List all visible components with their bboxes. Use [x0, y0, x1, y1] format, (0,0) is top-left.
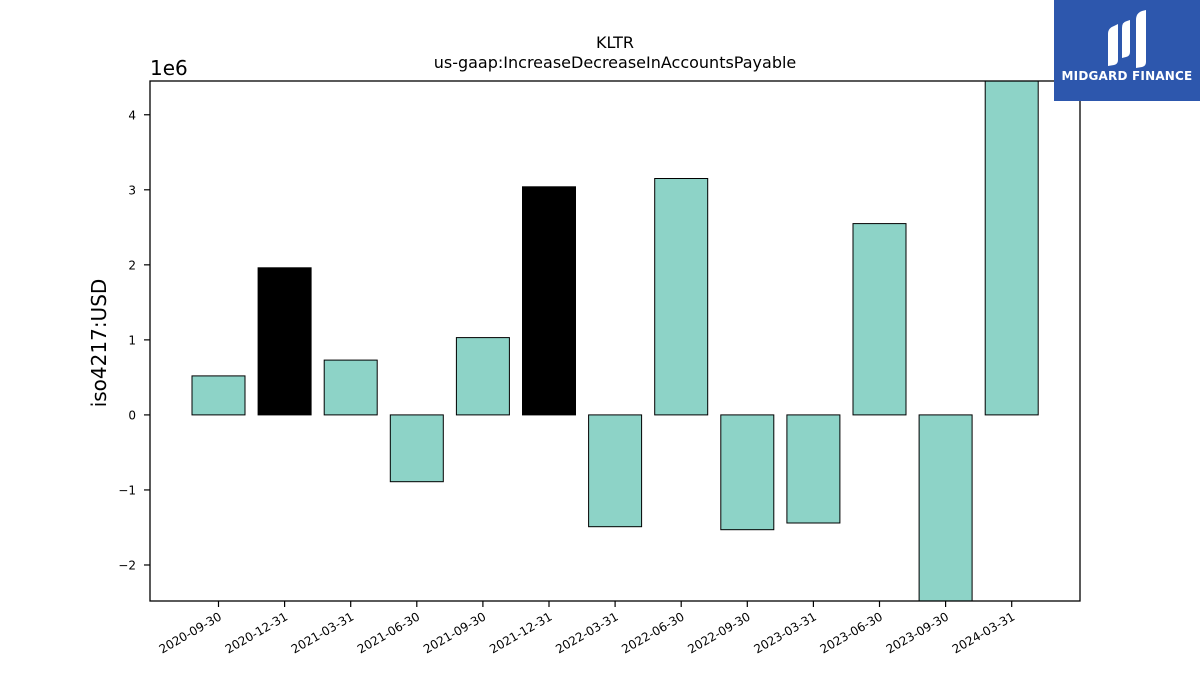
bar-2023-03-31	[786, 414, 841, 524]
bar-2021-09-30	[455, 337, 510, 416]
y-offset-label: 1e6	[150, 56, 188, 80]
y-tick-label: 2	[128, 258, 136, 272]
y-tick-label: −2	[118, 558, 136, 572]
x-tick-label: 2022-06-30	[619, 609, 686, 656]
x-tick-label: 2021-12-31	[487, 609, 554, 656]
bar-2020-09-30	[191, 375, 246, 416]
x-tick-label: 2020-12-31	[223, 609, 290, 656]
x-tick-label: 2021-06-30	[355, 609, 422, 656]
chart-subtitle: us-gaap:IncreaseDecreaseInAccountsPayabl…	[434, 53, 797, 72]
y-tick-label: −1	[118, 483, 136, 497]
x-tick-label: 2023-09-30	[884, 609, 951, 656]
x-tick-label: 2022-09-30	[685, 609, 752, 656]
y-tick-label: 3	[128, 183, 136, 197]
bar-2023-06-30	[852, 223, 907, 416]
bar-2020-12-31	[257, 267, 312, 416]
y-tick-label: 4	[128, 108, 136, 122]
bar-2022-03-31	[588, 414, 643, 528]
bar-2022-09-30	[720, 414, 775, 531]
plot-area-frame	[149, 80, 1081, 602]
bar-2021-12-31	[522, 186, 576, 416]
y-tick-label: 0	[128, 408, 136, 422]
y-axis-label: iso4217:USD	[87, 279, 111, 408]
y-tick-label: 1	[128, 333, 136, 347]
x-axis-ticks: 2020-09-302020-12-312021-03-312021-06-30…	[157, 601, 1017, 656]
x-tick-label: 2023-03-31	[751, 609, 818, 656]
bar-2021-03-31	[323, 359, 378, 416]
x-tick-label: 2021-03-31	[289, 609, 356, 656]
y-axis-ticks: −2 −1 0 1 2 3 4	[118, 108, 150, 572]
bars-group	[191, 80, 1039, 602]
bar-2023-09-30	[918, 414, 973, 602]
bar-2022-06-30	[654, 178, 709, 416]
x-tick-label: 2021-09-30	[421, 609, 488, 656]
x-tick-label: 2020-09-30	[157, 609, 224, 656]
x-tick-label: 2022-03-31	[553, 609, 620, 656]
bar-2021-06-30	[389, 414, 444, 483]
brand-name: MIDGARD FINANCE	[1061, 69, 1193, 83]
brand-logo: MIDGARD FINANCE	[1054, 0, 1200, 101]
chart-title: KLTR	[596, 33, 634, 52]
midgard-logo-icon	[1108, 10, 1146, 68]
x-tick-label: 2023-06-30	[818, 609, 885, 656]
x-tick-label: 2024-03-31	[950, 609, 1017, 656]
bar-2024-03-31	[984, 80, 1039, 416]
